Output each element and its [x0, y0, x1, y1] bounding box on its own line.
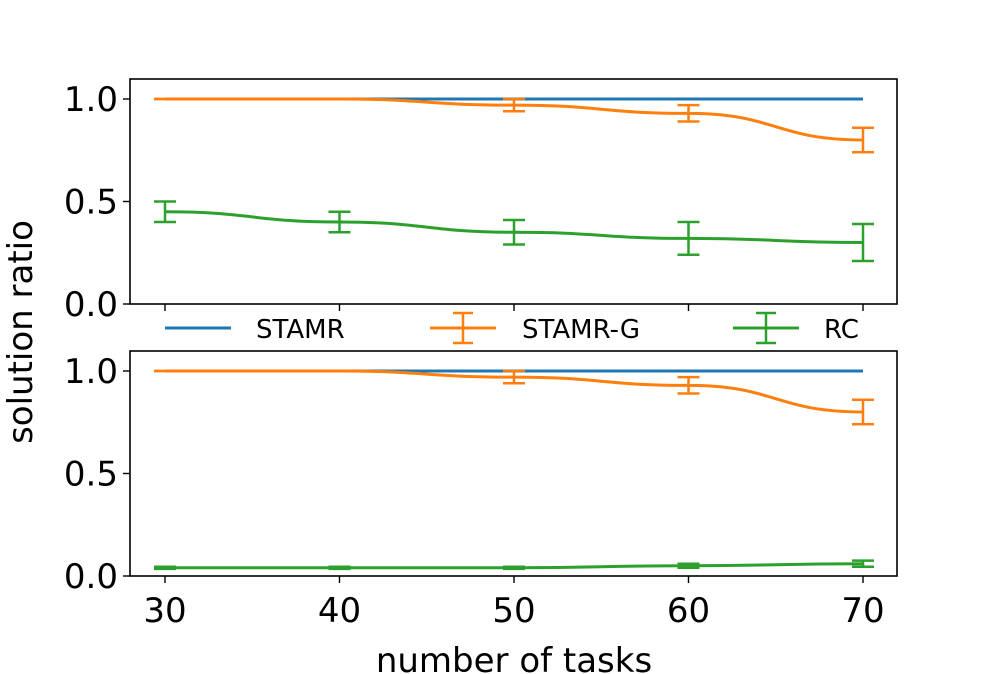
- legend-entry-rc: RC: [733, 311, 859, 345]
- x-tick-label: 30: [143, 591, 186, 631]
- error-bar-rc: [677, 562, 700, 570]
- error-bar-rc: [154, 565, 176, 571]
- error-bar-stamr-g: [677, 103, 700, 123]
- error-bar-stamr-g: [677, 375, 700, 395]
- error-bar-rc: [154, 200, 176, 224]
- x-tick-label: 50: [492, 591, 535, 631]
- legend: STAMR STAMR-G RC: [165, 311, 859, 345]
- panel-bottom: 0.0 0.5 1.0 30 40 50 60 70: [64, 350, 898, 631]
- y-tick-label: 0.0: [64, 557, 118, 597]
- x-axis-label: number of tasks: [376, 641, 652, 674]
- legend-label: STAMR-G: [522, 315, 640, 345]
- x-tick-label: 60: [667, 591, 710, 631]
- x-tick-label: 40: [318, 591, 361, 631]
- error-bar-stamr-g: [503, 369, 525, 385]
- error-bar-stamr-g: [852, 398, 874, 426]
- error-bar-rc: [328, 210, 351, 234]
- y-tick-label: 0.5: [64, 455, 118, 495]
- y-tick-label: 1.0: [64, 352, 118, 392]
- panel-top: 0.0 0.5 1.0: [64, 78, 898, 325]
- legend-label: STAMR: [256, 315, 345, 345]
- error-bar-rc: [503, 218, 525, 246]
- error-bar-rc: [677, 220, 700, 257]
- legend-entry-stamr: STAMR: [165, 315, 345, 345]
- y-tick-label: 0.5: [64, 183, 118, 223]
- error-bar-rc: [852, 222, 874, 263]
- error-bar-rc: [852, 559, 874, 569]
- legend-label: RC: [824, 315, 859, 345]
- legend-entry-stamr-g: STAMR-G: [430, 311, 640, 345]
- x-tick-label: 70: [841, 591, 884, 631]
- error-bar-stamr-g: [852, 126, 874, 154]
- y-axis-label: solution ratio: [1, 220, 41, 444]
- error-bar-stamr-g: [503, 97, 525, 113]
- error-bar-rc: [503, 565, 525, 571]
- error-bar-rc: [328, 565, 351, 571]
- y-tick-label: 1.0: [64, 80, 118, 120]
- y-tick-label: 0.0: [64, 285, 118, 325]
- axes-frame: [129, 78, 898, 305]
- axes-frame: [129, 350, 898, 577]
